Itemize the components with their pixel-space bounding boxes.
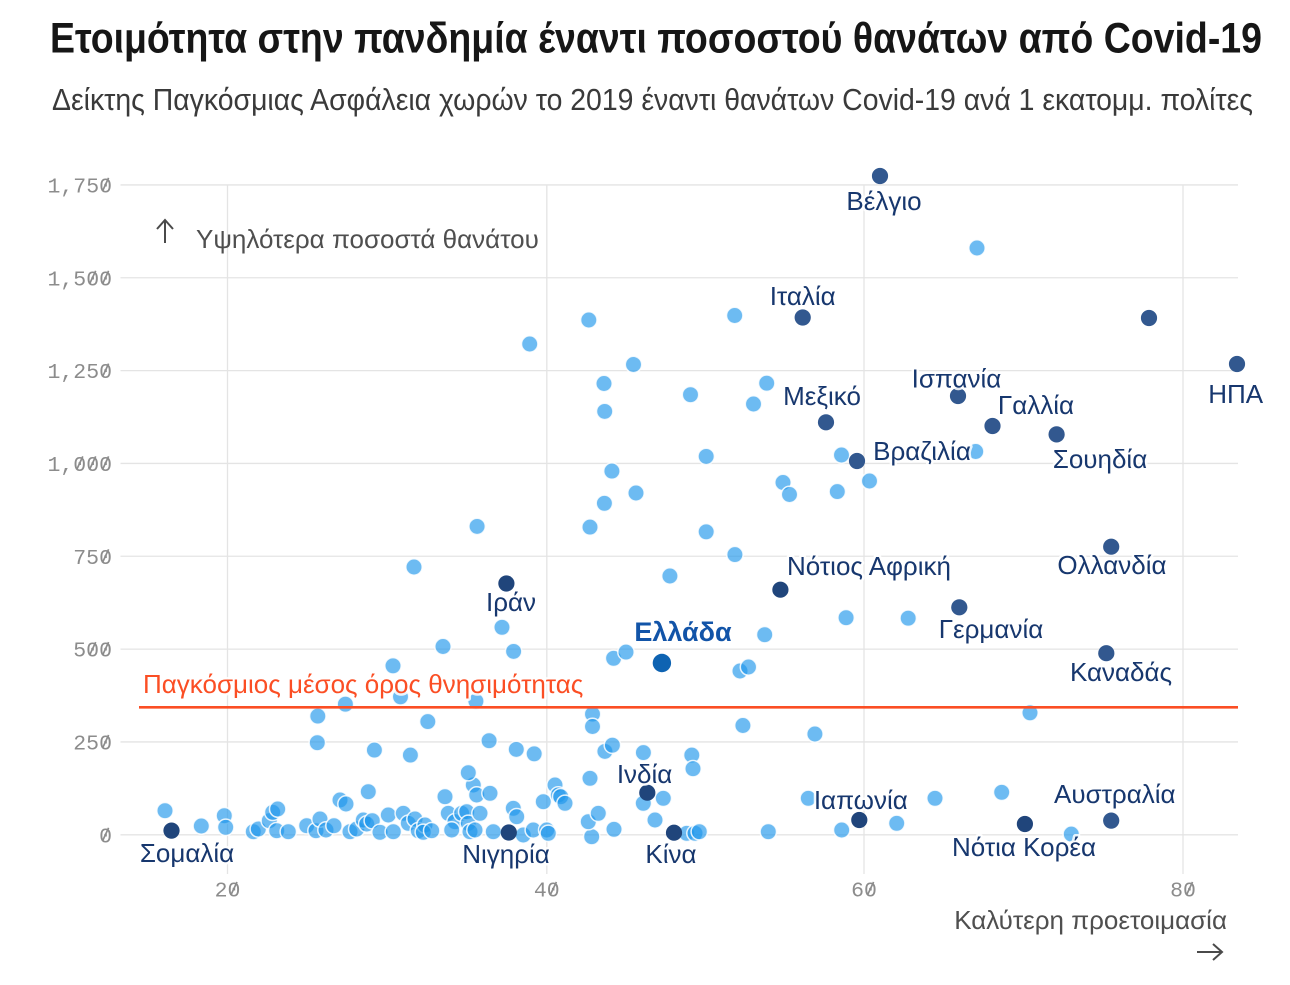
svg-text:Γαλλία: Γαλλία — [998, 390, 1074, 420]
svg-text:Ιταλία: Ιταλία — [770, 281, 836, 311]
svg-text:Σομαλία: Σομαλία — [140, 838, 234, 868]
svg-text:Νότιος Αφρική: Νότιος Αφρική — [787, 551, 951, 581]
svg-text:ΗΠΑ: ΗΠΑ — [1208, 379, 1264, 409]
svg-text:Καναδάς: Καναδάς — [1070, 657, 1172, 687]
svg-text:1,500: 1,500 — [47, 268, 112, 292]
svg-text:Μεξικό: Μεξικό — [783, 381, 861, 411]
svg-text:250: 250 — [73, 733, 112, 757]
svg-text:Δείκτης Παγκόσμιας Ασφάλεια χω: Δείκτης Παγκόσμιας Ασφάλεια χωρών το 201… — [52, 82, 1253, 117]
svg-text:Νιγηρία: Νιγηρία — [462, 839, 550, 869]
svg-text:500: 500 — [73, 640, 112, 664]
svg-text:Βέλγιο: Βέλγιο — [846, 186, 921, 216]
svg-text:Ολλανδία: Ολλανδία — [1057, 550, 1166, 580]
svg-text:Βραζιλία: Βραζιλία — [873, 436, 971, 466]
svg-text:Ισπανία: Ισπανία — [912, 364, 1002, 394]
svg-text:Γερμανία: Γερμανία — [939, 614, 1044, 644]
svg-text:Ιράν: Ιράν — [486, 587, 536, 617]
svg-text:Ιαπωνία: Ιαπωνία — [814, 785, 908, 815]
svg-text:Καλύτερη προετοιμασία: Καλύτερη προετοιμασία — [954, 905, 1227, 935]
svg-text:Παγκόσμιος μέσος όρος θνησιμότ: Παγκόσμιος μέσος όρος θνησιμότητας — [143, 669, 583, 699]
svg-text:Υψηλότερα ποσοστά θανάτου: Υψηλότερα ποσοστά θανάτου — [196, 224, 539, 254]
svg-text:0: 0 — [99, 825, 112, 849]
svg-text:Ελλάδα: Ελλάδα — [634, 617, 732, 647]
svg-text:1,000: 1,000 — [47, 454, 112, 478]
svg-text:Αυστραλία: Αυστραλία — [1054, 779, 1176, 809]
svg-text:1,250: 1,250 — [47, 361, 112, 385]
svg-text:750: 750 — [73, 547, 112, 571]
svg-text:Κίνα: Κίνα — [645, 839, 696, 869]
svg-text:1,750: 1,750 — [47, 175, 112, 199]
svg-text:Νότια Κορέα: Νότια Κορέα — [952, 832, 1096, 862]
svg-text:Σουηδία: Σουηδία — [1053, 444, 1148, 474]
svg-text:Ινδία: Ινδία — [617, 759, 673, 789]
svg-text:Ετοιμότητα στην πανδημία έναντ: Ετοιμότητα στην πανδημία έναντι ποσοστού… — [50, 15, 1262, 63]
